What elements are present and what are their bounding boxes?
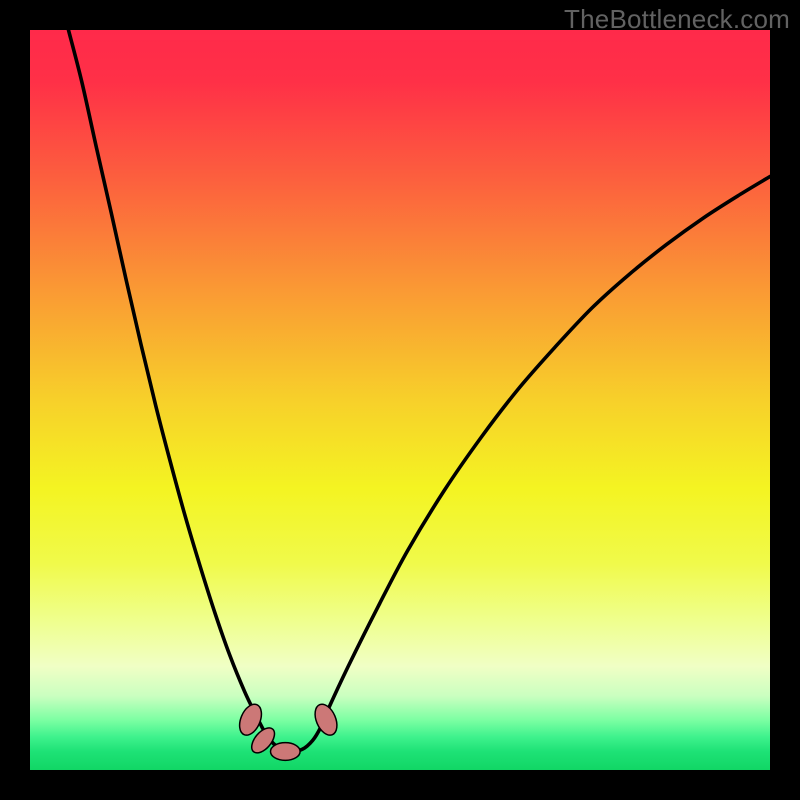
- plot-area: [30, 30, 770, 770]
- valley-marker: [271, 743, 301, 761]
- gradient-background: [30, 30, 770, 770]
- bottleneck-curve-chart: [30, 30, 770, 770]
- chart-frame: TheBottleneck.com: [0, 0, 800, 800]
